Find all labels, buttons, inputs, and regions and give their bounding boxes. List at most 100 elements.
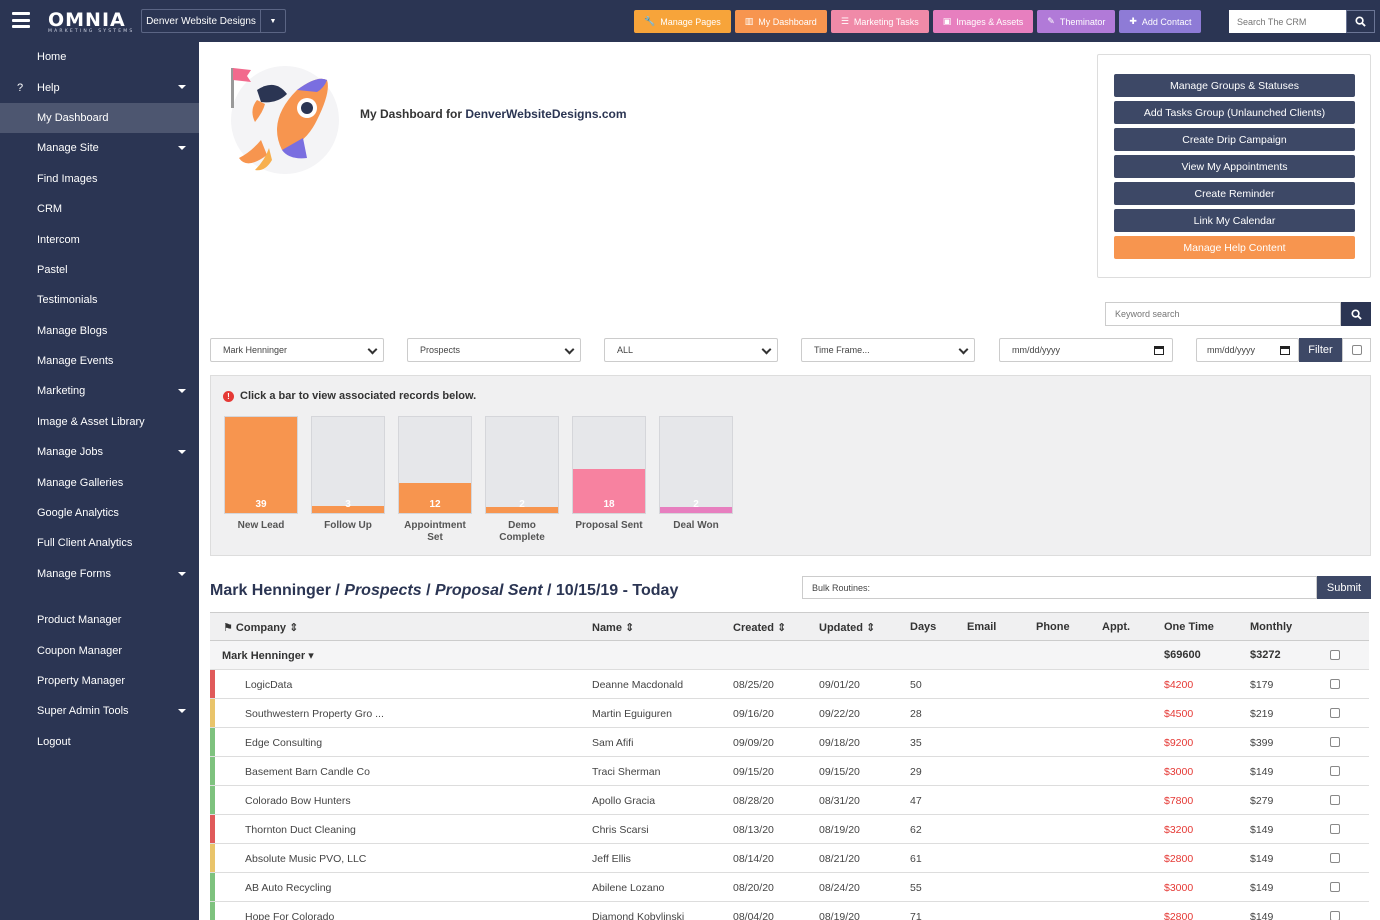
date-from-input[interactable]: mm/dd/yyyy xyxy=(999,338,1173,362)
group-checkbox[interactable] xyxy=(1330,650,1340,660)
caret-down-icon[interactable] xyxy=(178,709,186,714)
row-checkbox[interactable] xyxy=(1330,824,1340,834)
row-name[interactable]: Abilene Lozano xyxy=(592,882,665,894)
bulk-routines-select[interactable]: Bulk Routines: xyxy=(802,576,1317,599)
row-company[interactable]: Edge Consulting xyxy=(245,737,323,749)
row-name[interactable]: Apollo Gracia xyxy=(592,795,656,807)
table-row[interactable]: Edge Consulting Sam Afifi 09/09/20 09/18/20… xyxy=(210,728,1369,757)
table-row[interactable]: Southwestern Property Gro ... Martin Egui… xyxy=(210,699,1369,728)
calendar-icon[interactable] xyxy=(1154,346,1164,355)
row-checkbox[interactable] xyxy=(1330,766,1340,776)
top-button-manage-pages[interactable]: 🔧 Manage Pages xyxy=(634,10,731,33)
timeframe-filter-select[interactable]: Time Frame... xyxy=(801,338,975,362)
bar-deal-won[interactable]: 2 xyxy=(659,416,733,514)
row-checkbox[interactable] xyxy=(1330,795,1340,805)
sidebar-item-pastel[interactable]: Pastel xyxy=(0,255,199,285)
row-checkbox[interactable] xyxy=(1330,708,1340,718)
bar-appointment-set[interactable]: 12 xyxy=(398,416,472,514)
sidebar-item-property-manager[interactable]: Property Manager xyxy=(0,666,199,696)
keyword-search-input[interactable] xyxy=(1105,302,1341,326)
sidebar-item-manage-blogs[interactable]: Manage Blogs xyxy=(0,316,199,346)
row-company[interactable]: Absolute Music PVO, LLC xyxy=(245,853,367,865)
row-company[interactable]: Southwestern Property Gro ... xyxy=(245,708,384,720)
calendar-icon[interactable] xyxy=(1280,346,1290,355)
logo[interactable]: OMNIA MARKETING SYSTEMS xyxy=(48,9,134,34)
submit-button[interactable]: Submit xyxy=(1317,576,1371,599)
sidebar-item-manage-forms[interactable]: Manage Forms xyxy=(0,559,199,589)
sidebar-item-home[interactable]: Home xyxy=(0,42,199,72)
top-button-my-dashboard[interactable]: ▥ My Dashboard xyxy=(734,10,827,33)
row-name[interactable]: Deanne Macdonald xyxy=(592,679,684,691)
action-button-create-drip-campaign[interactable]: Create Drip Campaign xyxy=(1114,128,1355,151)
action-button-manage-groups-statuses[interactable]: Manage Groups & Statuses xyxy=(1114,74,1355,97)
sidebar-item-manage-site[interactable]: Manage Site xyxy=(0,133,199,163)
filter-checkbox[interactable] xyxy=(1351,345,1362,355)
action-button-view-my-appointments[interactable]: View My Appointments xyxy=(1114,155,1355,178)
action-button-create-reminder[interactable]: Create Reminder xyxy=(1114,182,1355,205)
sidebar-item-image-asset-library[interactable]: Image & Asset Library xyxy=(0,407,199,437)
action-button-link-my-calendar[interactable]: Link My Calendar xyxy=(1114,209,1355,232)
sidebar-item-my-dashboard[interactable]: My Dashboard xyxy=(0,102,199,134)
top-button-images-assets[interactable]: ▣ Images & Assets xyxy=(932,10,1034,33)
sidebar-item-find-images[interactable]: Find Images xyxy=(0,164,199,194)
action-button-manage-help-content[interactable]: Manage Help Content xyxy=(1114,236,1355,259)
row-name[interactable]: Diamond Kobylinski xyxy=(592,911,685,920)
crm-search-input[interactable] xyxy=(1229,10,1346,33)
caret-down-icon[interactable] xyxy=(178,571,186,576)
sidebar-item-manage-jobs[interactable]: Manage Jobs xyxy=(0,437,199,467)
dashboard-site-link[interactable]: DenverWebsiteDesigns.com xyxy=(465,107,627,121)
row-company[interactable]: Hope For Colorado xyxy=(245,911,335,920)
crm-search-button[interactable] xyxy=(1346,10,1375,33)
row-checkbox[interactable] xyxy=(1330,911,1340,920)
sidebar-item-crm[interactable]: CRM xyxy=(0,194,199,224)
row-name[interactable]: Martin Eguiguren xyxy=(592,708,672,720)
row-name[interactable]: Traci Sherman xyxy=(592,766,661,778)
row-company[interactable]: LogicData xyxy=(245,679,293,691)
row-checkbox[interactable] xyxy=(1330,853,1340,863)
bar-proposal-sent[interactable]: 18 xyxy=(572,416,646,514)
table-row[interactable]: Colorado Bow Hunters Apollo Gracia 08/28/2… xyxy=(210,786,1369,815)
site-select[interactable]: Denver Website Designs ▼ xyxy=(141,9,286,33)
sidebar-item-intercom[interactable]: Intercom xyxy=(0,224,199,254)
type-filter-select[interactable]: Prospects xyxy=(407,338,581,362)
row-company[interactable]: AB Auto Recycling xyxy=(245,882,332,894)
row-company[interactable]: Thornton Duct Cleaning xyxy=(245,824,356,836)
caret-down-icon[interactable] xyxy=(178,146,186,151)
keyword-search-button[interactable] xyxy=(1341,302,1371,326)
table-row[interactable]: Basement Barn Candle Co Traci Sherman 09/1… xyxy=(210,757,1369,786)
bar-demo-complete[interactable]: 2 xyxy=(485,416,559,514)
group-row[interactable]: Mark Henninger ▾ $69600 $3272 xyxy=(210,641,1369,670)
group-name[interactable]: Mark Henninger ▾ xyxy=(222,650,314,662)
sidebar-item-full-client-analytics[interactable]: Full Client Analytics xyxy=(0,528,199,558)
caret-down-icon[interactable] xyxy=(178,85,186,90)
row-company[interactable]: Basement Barn Candle Co xyxy=(245,766,370,778)
created-header[interactable]: Created ⇕ xyxy=(733,622,787,634)
sidebar-item-manage-galleries[interactable]: Manage Galleries xyxy=(0,467,199,497)
sidebar-item-coupon-manager[interactable]: Coupon Manager xyxy=(0,635,199,665)
hamburger-menu-icon[interactable] xyxy=(12,12,30,28)
table-row[interactable]: AB Auto Recycling Abilene Lozano 08/20/20 0… xyxy=(210,873,1369,902)
row-name[interactable]: Chris Scarsi xyxy=(592,824,649,836)
caret-down-icon[interactable] xyxy=(178,389,186,394)
sidebar-item-super-admin-tools[interactable]: Super Admin Tools xyxy=(0,696,199,726)
sidebar-item-help[interactable]: ? Help xyxy=(0,72,199,102)
sidebar-item-logout[interactable]: Logout xyxy=(0,727,199,757)
sidebar-item-manage-events[interactable]: Manage Events xyxy=(0,346,199,376)
scope-filter-select[interactable]: ALL xyxy=(604,338,778,362)
table-row[interactable]: LogicData Deanne Macdonald 08/25/20 09/01/2… xyxy=(210,670,1369,699)
company-header[interactable]: ⚑ Company ⇕ xyxy=(223,622,299,634)
caret-down-icon[interactable]: ▼ xyxy=(269,17,277,25)
updated-header[interactable]: Updated ⇕ xyxy=(819,622,876,634)
top-button-add-contact[interactable]: ✚ Add Contact xyxy=(1119,10,1202,33)
row-checkbox[interactable] xyxy=(1330,737,1340,747)
caret-down-icon[interactable] xyxy=(178,450,186,455)
row-name[interactable]: Sam Afifi xyxy=(592,737,634,749)
sidebar-item-google-analytics[interactable]: Google Analytics xyxy=(0,498,199,528)
row-name[interactable]: Jeff Ellis xyxy=(592,853,631,865)
sidebar-item-testimonials[interactable]: Testimonials xyxy=(0,285,199,315)
top-button-theminator[interactable]: ✎ Theminator xyxy=(1037,10,1116,33)
row-checkbox[interactable] xyxy=(1330,882,1340,892)
filter-button[interactable]: Filter xyxy=(1299,338,1342,362)
sidebar-item-marketing[interactable]: Marketing xyxy=(0,376,199,406)
table-row[interactable]: Hope For Colorado Diamond Kobylinski 08/04… xyxy=(210,902,1369,920)
